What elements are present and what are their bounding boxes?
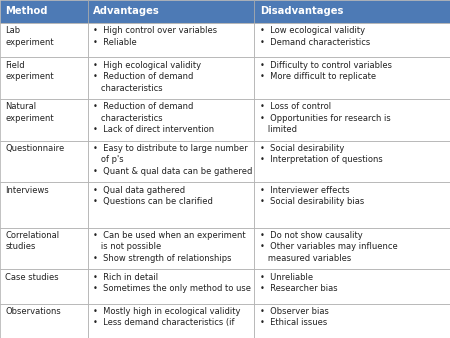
Bar [0,141,88,182]
Text: •  Rich in detail
•  Sometimes the only method to use: • Rich in detail • Sometimes the only me… [93,272,251,293]
Text: •  Observer bias
•  Ethical issues: • Observer bias • Ethical issues [260,307,328,328]
Text: •  High ecological validity
•  Reduction of demand
   characteristics: • High ecological validity • Reduction o… [93,61,201,93]
Text: •  Social desirability
•  Interpretation of questions: • Social desirability • Interpretation o… [260,144,382,165]
Text: •  Interviewer effects
•  Social desirability bias: • Interviewer effects • Social desirabil… [260,186,364,206]
Bar [0,57,88,99]
Text: Natural
experiment: Natural experiment [5,102,54,123]
Text: •  Loss of control
•  Opportunities for research is
   limited: • Loss of control • Opportunities for re… [260,102,391,134]
Text: •  Do not show causality
•  Other variables may influence
   measured variables: • Do not show causality • Other variable… [260,231,397,263]
Text: Disadvantages: Disadvantages [260,6,343,17]
Text: •  Qual data gathered
•  Questions can be clarified: • Qual data gathered • Questions can be … [93,186,213,206]
Bar [0,227,88,269]
Bar [0,99,88,141]
Bar [254,141,450,182]
Text: Interviews: Interviews [5,186,49,195]
Bar [88,141,254,182]
Bar [88,23,254,57]
Text: Method: Method [5,6,48,17]
Bar [254,57,450,99]
Bar [88,0,254,23]
Text: Observations: Observations [5,307,61,316]
Bar [0,304,88,338]
Bar [254,99,450,141]
Text: •  Can be used when an experiment
   is not possible
•  Show strength of relatio: • Can be used when an experiment is not … [93,231,246,263]
Bar [88,304,254,338]
Bar [0,269,88,304]
Bar [88,99,254,141]
Bar [254,0,450,23]
Text: •  Reduction of demand
   characteristics
•  Lack of direct intervention: • Reduction of demand characteristics • … [93,102,214,134]
Bar [0,182,88,227]
Text: Questionnaire: Questionnaire [5,144,65,153]
Bar [254,182,450,227]
Bar [88,57,254,99]
Text: •  Mostly high in ecological validity
•  Less demand characteristics (if: • Mostly high in ecological validity • L… [93,307,241,328]
Bar [0,0,88,23]
Text: •  Easy to distribute to large number
   of p's
•  Quant & qual data can be gath: • Easy to distribute to large number of … [93,144,252,176]
Text: •  Low ecological validity
•  Demand characteristics: • Low ecological validity • Demand chara… [260,26,370,47]
Bar [254,227,450,269]
Text: •  High control over variables
•  Reliable: • High control over variables • Reliable [93,26,217,47]
Bar [254,23,450,57]
Bar [88,182,254,227]
Bar [254,304,450,338]
Text: •  Difficulty to control variables
•  More difficult to replicate: • Difficulty to control variables • More… [260,61,392,81]
Bar [88,227,254,269]
Bar [88,269,254,304]
Text: Correlational
studies: Correlational studies [5,231,59,251]
Text: Advantages: Advantages [93,6,160,17]
Text: Lab
experiment: Lab experiment [5,26,54,47]
Text: Case studies: Case studies [5,272,59,282]
Bar [254,269,450,304]
Text: •  Unreliable
•  Researcher bias: • Unreliable • Researcher bias [260,272,338,293]
Text: Field
experiment: Field experiment [5,61,54,81]
Bar [0,23,88,57]
